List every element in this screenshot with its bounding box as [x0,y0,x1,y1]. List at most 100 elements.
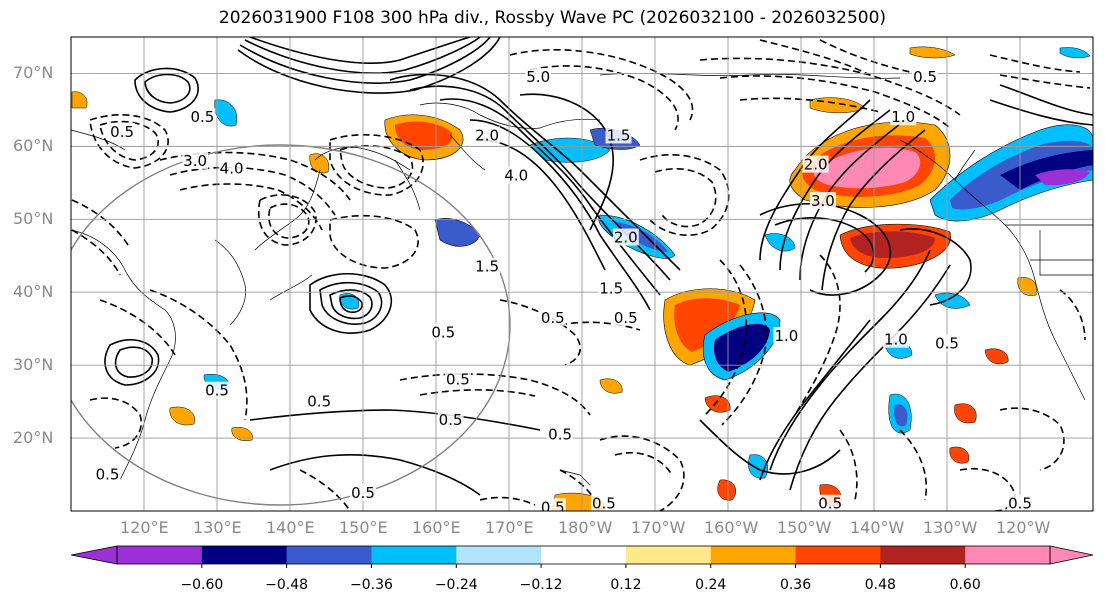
contour-label-bg [590,494,617,511]
colorbar-bin [286,546,372,564]
contour-label-bg [817,494,844,511]
contour-label-bg [430,323,457,341]
colorbar-bin [371,546,457,564]
contour-label: 1.5 [607,126,631,144]
contour-label-bg [474,126,501,144]
contour-label: 3.0 [183,152,207,170]
lon-tick-label: 180°W [558,518,613,537]
contour-label-bg [306,392,333,410]
contour-label: 2.0 [614,229,638,247]
contour-label: 0.5 [307,393,331,411]
contour-label-bg [934,334,960,352]
contour-label-bg [612,228,639,246]
contour-label: 0.5 [351,484,375,502]
contour-label: 3.0 [811,192,835,210]
contour-label: 0.5 [541,498,565,516]
colorbar-bin [795,546,881,564]
contour-label: 0.5 [205,382,229,400]
contour-label: 5.0 [526,68,550,86]
colorbar-bin [710,546,797,564]
contour-label-bg [890,108,917,126]
lat-tick-label: 60°N [13,136,54,156]
lon-tick-label: 160°W [704,518,759,537]
contour-label-bg [539,498,566,511]
contour-label-bg [218,159,245,177]
lon-tick-label: 150°W [777,518,832,537]
contour-label-bg [547,425,574,443]
colorbar-tick-label: 0.12 [610,577,642,593]
contour-label-bg [605,126,632,144]
coastlines [71,72,1093,486]
lon-tick-label: 170°E [485,518,534,537]
contour-label-bg [612,308,639,326]
contour-label-bg [204,381,230,399]
colorbar-tick-label: −0.24 [434,577,478,593]
colorbar-tick-label: −0.36 [350,577,393,593]
colorbar-extend-low [70,545,118,565]
colorbar-tick-label: −0.60 [180,577,224,593]
reference-circle [71,144,511,506]
contour-label-bg [189,108,216,126]
contour-label: 1.5 [475,258,499,276]
colorbar-frame [116,545,1051,565]
colorbar-bin [456,546,542,564]
contour-label: 0.5 [935,334,959,352]
lon-tick-label: 170°W [631,518,686,537]
contour-label: 0.5 [110,123,134,141]
plot-frame [70,36,1094,512]
divergence-shading [71,46,1093,511]
contour-label: 1.5 [599,280,623,298]
contour-labels: 5.0 0.5 1.0 2.0 4.0 4.0 3.0 2.0 3.0 2.0 0.5 0.5 1.5 1… [94,68,1033,516]
contour-label: 0.5 [96,466,120,484]
lon-tick-label: 150°E [339,518,388,537]
contour-label: 0.5 [548,425,572,443]
contour-label: 0.5 [818,495,842,513]
contour-label: 2.0 [804,156,828,174]
contour-label: 2.0 [475,126,499,144]
lon-tick-label: 120°W [996,518,1051,537]
colorbar-bin [201,546,288,564]
colorbar-bin [117,546,203,564]
contour-label: 0.5 [614,309,638,327]
contour-label: 4.0 [220,159,244,177]
contour-label-bg [109,122,136,140]
lon-tick-label: 140°W [850,518,905,537]
contour-label-bg [444,370,471,388]
contour-label: 1.0 [891,108,915,126]
contour-label-bg [437,410,464,428]
contour-label: 0.5 [592,495,616,513]
colorbar-bin [880,546,966,564]
contour-label: 0.5 [439,411,463,429]
colorbar-tick-label: 0.36 [779,577,812,593]
lon-tick-label: 130°W [923,518,978,537]
contour-label-bg [525,68,552,86]
contour-label: 0.5 [190,108,214,126]
contour-label-bg [94,465,121,483]
lat-tick-label: 50°N [13,209,54,229]
contour-label-bg [773,326,800,344]
lat-tick-label: 70°N [13,63,54,83]
contour-label-bg [912,68,939,86]
contour-label-bg [1007,494,1033,511]
colorbar-tick-label: −0.12 [519,577,563,593]
lat-tick-label: 30°N [13,355,54,375]
contour-label-bg [539,308,566,326]
contour-label: 1.0 [884,331,908,349]
contour-label-bg [802,155,829,173]
contour-label-bg [182,151,209,169]
contour-label: 0.5 [913,68,937,86]
contour-label-bg [350,483,376,501]
chart-title: 2026031900 F108 300 hPa div., Rossby Wav… [218,8,887,28]
colorbar-extend-high [1049,545,1094,565]
colorbar-bin [541,546,627,564]
contour-label-bg [598,279,625,297]
lon-tick-label: 140°E [266,518,315,537]
contour-label: 0.5 [446,371,470,389]
contour-label-bg [474,257,501,275]
colorbar-tick-label: 0.24 [695,577,727,593]
contour-label-bg [809,192,836,210]
colorbar-tick-label: −0.48 [265,577,309,593]
contour-label: 4.0 [504,167,528,185]
colorbar-bin [625,546,712,564]
contour-label-bg [503,166,530,184]
